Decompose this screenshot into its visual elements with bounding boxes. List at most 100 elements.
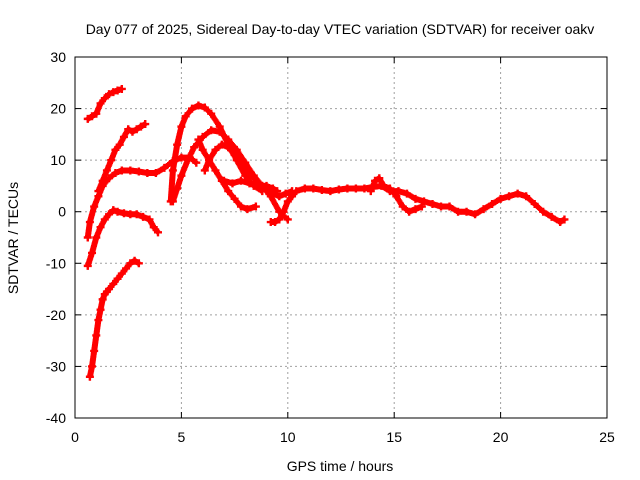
data-point <box>547 212 556 221</box>
y-tick-label: -20 <box>46 307 66 323</box>
data-point <box>151 169 160 178</box>
data-point <box>98 181 107 190</box>
data-point <box>230 194 239 203</box>
data-point <box>462 207 471 216</box>
data-point <box>126 166 135 175</box>
data-point <box>275 215 284 224</box>
data-point <box>334 185 343 194</box>
plot-frame <box>74 56 608 419</box>
data-point <box>128 127 137 136</box>
data-point <box>217 140 226 149</box>
data-point <box>254 181 263 190</box>
series-track-12 <box>366 174 426 216</box>
data-point <box>134 167 143 176</box>
data-point <box>262 181 271 190</box>
x-tick-label: 25 <box>599 429 615 445</box>
data-point <box>192 158 201 167</box>
y-tick-labels: 30 20 10 0 -10 -20 -30 -40 <box>46 49 66 426</box>
data-point <box>117 84 126 93</box>
data-point <box>317 186 326 195</box>
data-point <box>200 103 209 112</box>
data-point <box>251 202 260 211</box>
data-point <box>343 184 352 193</box>
y-tick-label: -40 <box>46 410 66 426</box>
data-point <box>556 218 565 227</box>
data-point <box>111 169 120 178</box>
data-point <box>177 122 186 131</box>
data-point <box>143 169 152 178</box>
data-point <box>241 171 250 180</box>
data-point <box>281 189 290 198</box>
data-point <box>177 171 186 180</box>
data-point <box>300 184 309 193</box>
data-series <box>83 84 569 381</box>
x-tick-label: 5 <box>178 429 186 445</box>
data-point <box>428 199 437 208</box>
data-point <box>371 176 380 185</box>
x-tick-label: 15 <box>386 429 402 445</box>
y-tick-label: -10 <box>46 255 66 271</box>
data-point <box>153 228 162 237</box>
data-point <box>126 259 135 268</box>
data-point <box>268 184 277 193</box>
data-point <box>394 187 403 196</box>
data-point <box>90 346 99 355</box>
data-point <box>245 179 254 188</box>
data-point <box>471 210 480 219</box>
data-point <box>215 127 224 136</box>
data-point <box>194 135 203 144</box>
data-point <box>107 156 116 165</box>
data-point <box>392 192 401 201</box>
data-point <box>228 179 237 188</box>
data-point <box>102 166 111 175</box>
data-point <box>113 207 122 216</box>
data-point <box>96 305 105 314</box>
data-point <box>105 174 114 183</box>
data-point <box>90 202 99 211</box>
data-point <box>236 202 245 211</box>
data-point <box>479 205 488 214</box>
y-tick-label: 30 <box>50 49 66 65</box>
data-point <box>224 187 233 196</box>
data-point <box>88 112 97 121</box>
data-point <box>530 199 539 208</box>
data-point <box>539 207 548 216</box>
data-point <box>279 207 288 216</box>
data-point <box>230 150 239 159</box>
data-point <box>211 145 220 154</box>
data-point <box>83 261 92 270</box>
data-point <box>288 192 297 201</box>
y-tick-label: 20 <box>50 101 66 117</box>
y-axis-label: SDTVAR / TECUs <box>5 182 21 294</box>
data-point <box>113 86 122 95</box>
data-point <box>513 189 522 198</box>
data-point <box>132 210 141 219</box>
data-point <box>96 223 105 232</box>
data-point <box>219 176 228 185</box>
data-point <box>105 285 114 294</box>
data-point <box>198 132 207 141</box>
data-point <box>224 135 233 144</box>
data-point <box>85 218 94 227</box>
data-point <box>366 187 375 196</box>
data-point <box>96 99 105 108</box>
data-point <box>454 207 463 216</box>
data-point <box>411 205 420 214</box>
data-point <box>105 210 114 219</box>
data-point <box>360 184 369 193</box>
data-point <box>100 215 109 224</box>
data-point <box>224 143 233 152</box>
data-point <box>113 274 122 283</box>
data-point <box>94 316 103 325</box>
data-point <box>92 109 101 118</box>
data-point <box>92 233 101 242</box>
data-point <box>109 206 118 215</box>
data-point <box>83 114 92 123</box>
data-point <box>273 187 282 196</box>
y-tick-label: 0 <box>58 204 66 220</box>
data-point <box>117 269 126 278</box>
data-point <box>173 184 182 193</box>
data-point <box>198 145 207 154</box>
data-point <box>136 122 145 131</box>
